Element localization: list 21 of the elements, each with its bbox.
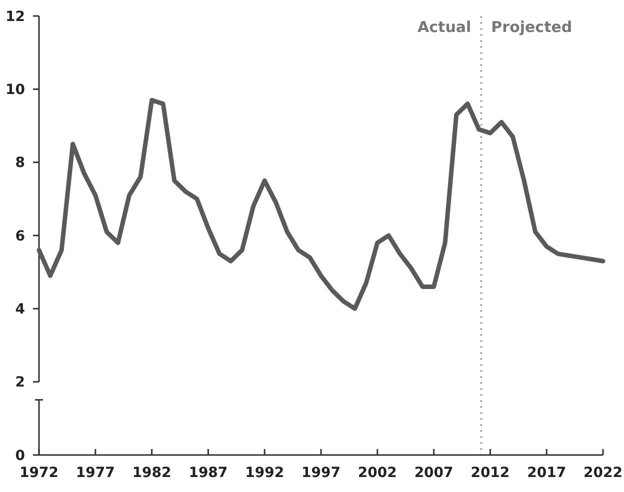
x-tick-label: 1977 bbox=[76, 465, 115, 481]
x-tick-label: 2012 bbox=[470, 465, 510, 481]
x-tick-label: 1997 bbox=[302, 465, 340, 481]
y-tick-label: 12 bbox=[6, 8, 25, 25]
y-tick-label: 0 bbox=[15, 448, 26, 464]
x-tick-label: 2002 bbox=[358, 465, 397, 481]
y-tick-label: 10 bbox=[6, 82, 26, 98]
y-tick-label: 6 bbox=[15, 228, 25, 244]
x-tick-label: 2017 bbox=[527, 465, 566, 481]
annotation: Actual bbox=[418, 18, 472, 36]
x-tick-label: 2007 bbox=[414, 465, 454, 481]
x-tick-label: 1992 bbox=[245, 465, 284, 481]
x-tick-label: 2022 bbox=[584, 465, 622, 481]
x-tick-label: 1982 bbox=[132, 465, 172, 481]
annotation: Projected bbox=[491, 18, 572, 36]
y-tick-label: 4 bbox=[15, 302, 26, 318]
x-tick-label: 1972 bbox=[20, 465, 58, 481]
y-tick-label: 8 bbox=[15, 155, 25, 172]
y-tick-label: 2 bbox=[15, 374, 25, 391]
x-tick-label: 1987 bbox=[188, 465, 228, 481]
line-series bbox=[36, 98, 606, 311]
